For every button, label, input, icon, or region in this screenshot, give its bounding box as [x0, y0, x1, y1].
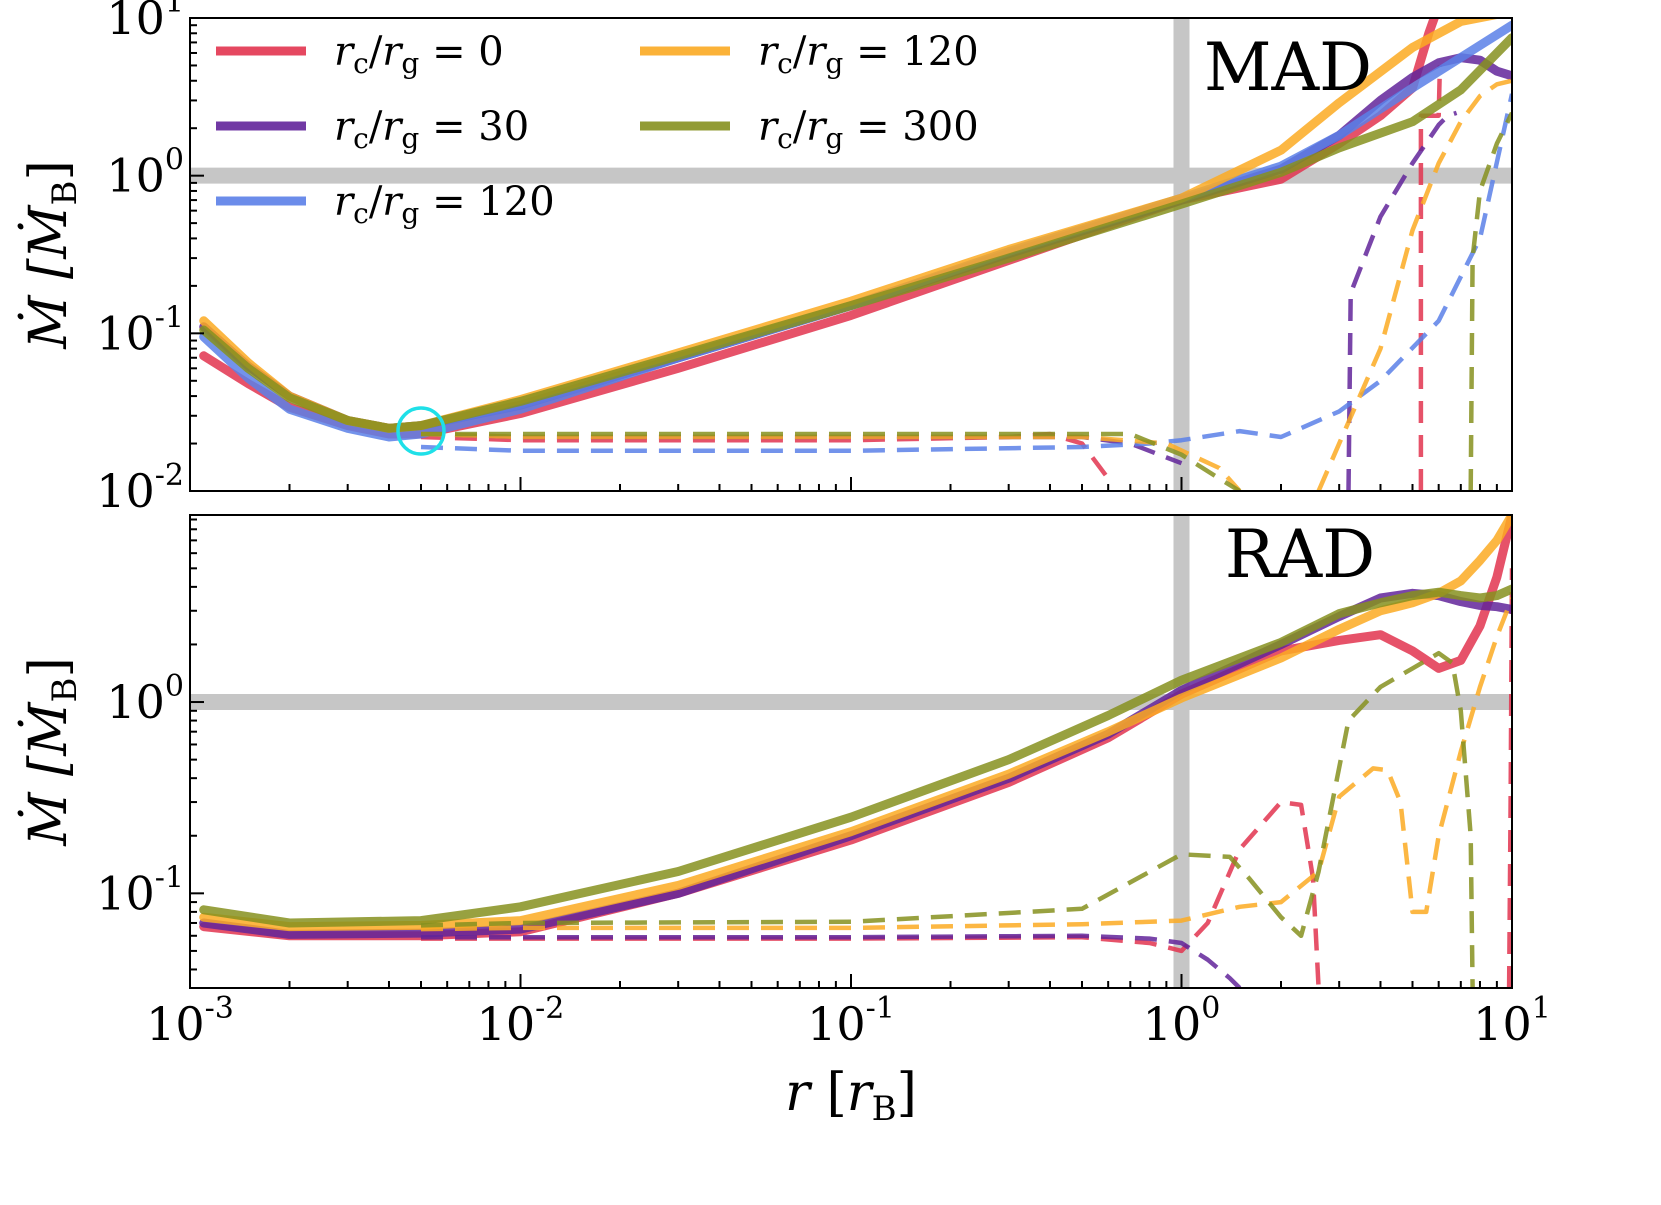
y-tick-label: 101	[106, 0, 184, 45]
y-axis-label: Ṁ [ṀB]	[18, 657, 85, 847]
x-tick-label: 101	[1473, 991, 1551, 1051]
y-axis-label: Ṁ [ṀB]	[18, 160, 85, 350]
legend-label: rc/rg = 30	[334, 104, 529, 155]
x-tick-label: 10-3	[146, 991, 234, 1051]
panel-mad: 101 100 10-1 10-2 MAD	[96, 0, 1513, 518]
series-line-solid	[199, 584, 1512, 928]
legend-label: rc/rg = 120	[758, 29, 979, 80]
series-line-dashed	[1316, 78, 1512, 491]
x-tick-label: 10-1	[807, 991, 895, 1051]
series-line-dashed	[420, 650, 1475, 988]
highlight-circle-marker	[396, 406, 446, 456]
legend: rc/rg = 0 rc/rg = 30 rc/rg = 120 rc/rg = 12…	[216, 29, 979, 230]
x-axis-label: r [rB]	[785, 1063, 917, 1129]
legend-label: rc/rg = 300	[758, 104, 979, 155]
panel-rad: 100 10-1 10-3 10-2 10-1 100 101 RAD	[96, 514, 1551, 1051]
series-line-dashed	[421, 933, 1242, 988]
series-line-dashed	[420, 597, 1512, 932]
series-line-dashed	[421, 431, 1241, 491]
legend-label: rc/rg = 0	[334, 29, 504, 80]
y-tick-label: 10-2	[96, 458, 184, 518]
legend-label: rc/rg = 120	[334, 179, 555, 230]
series-line-dashed	[420, 431, 1111, 480]
y-tick-label: 100	[106, 669, 184, 729]
series-line-dashed	[420, 431, 1242, 491]
y-tick-label: 100	[106, 143, 184, 203]
y-tick-label: 10-1	[96, 860, 184, 920]
panel-label: MAD	[1204, 29, 1372, 106]
series-line-dashed	[1468, 111, 1512, 491]
axis-labels: Ṁ [ṀB] Ṁ [ṀB] r [rB]	[18, 160, 917, 1129]
series-line-dashed	[1346, 110, 1458, 491]
series-line-dashed	[420, 93, 1512, 454]
series-line-solid	[199, 33, 1512, 433]
x-tick-label: 100	[1143, 991, 1221, 1051]
x-tick-label: 10-2	[477, 991, 565, 1051]
series-line-dashed	[1418, 65, 1443, 491]
panel-label: RAD	[1225, 516, 1375, 593]
y-tick-label: 10-1	[96, 300, 184, 360]
